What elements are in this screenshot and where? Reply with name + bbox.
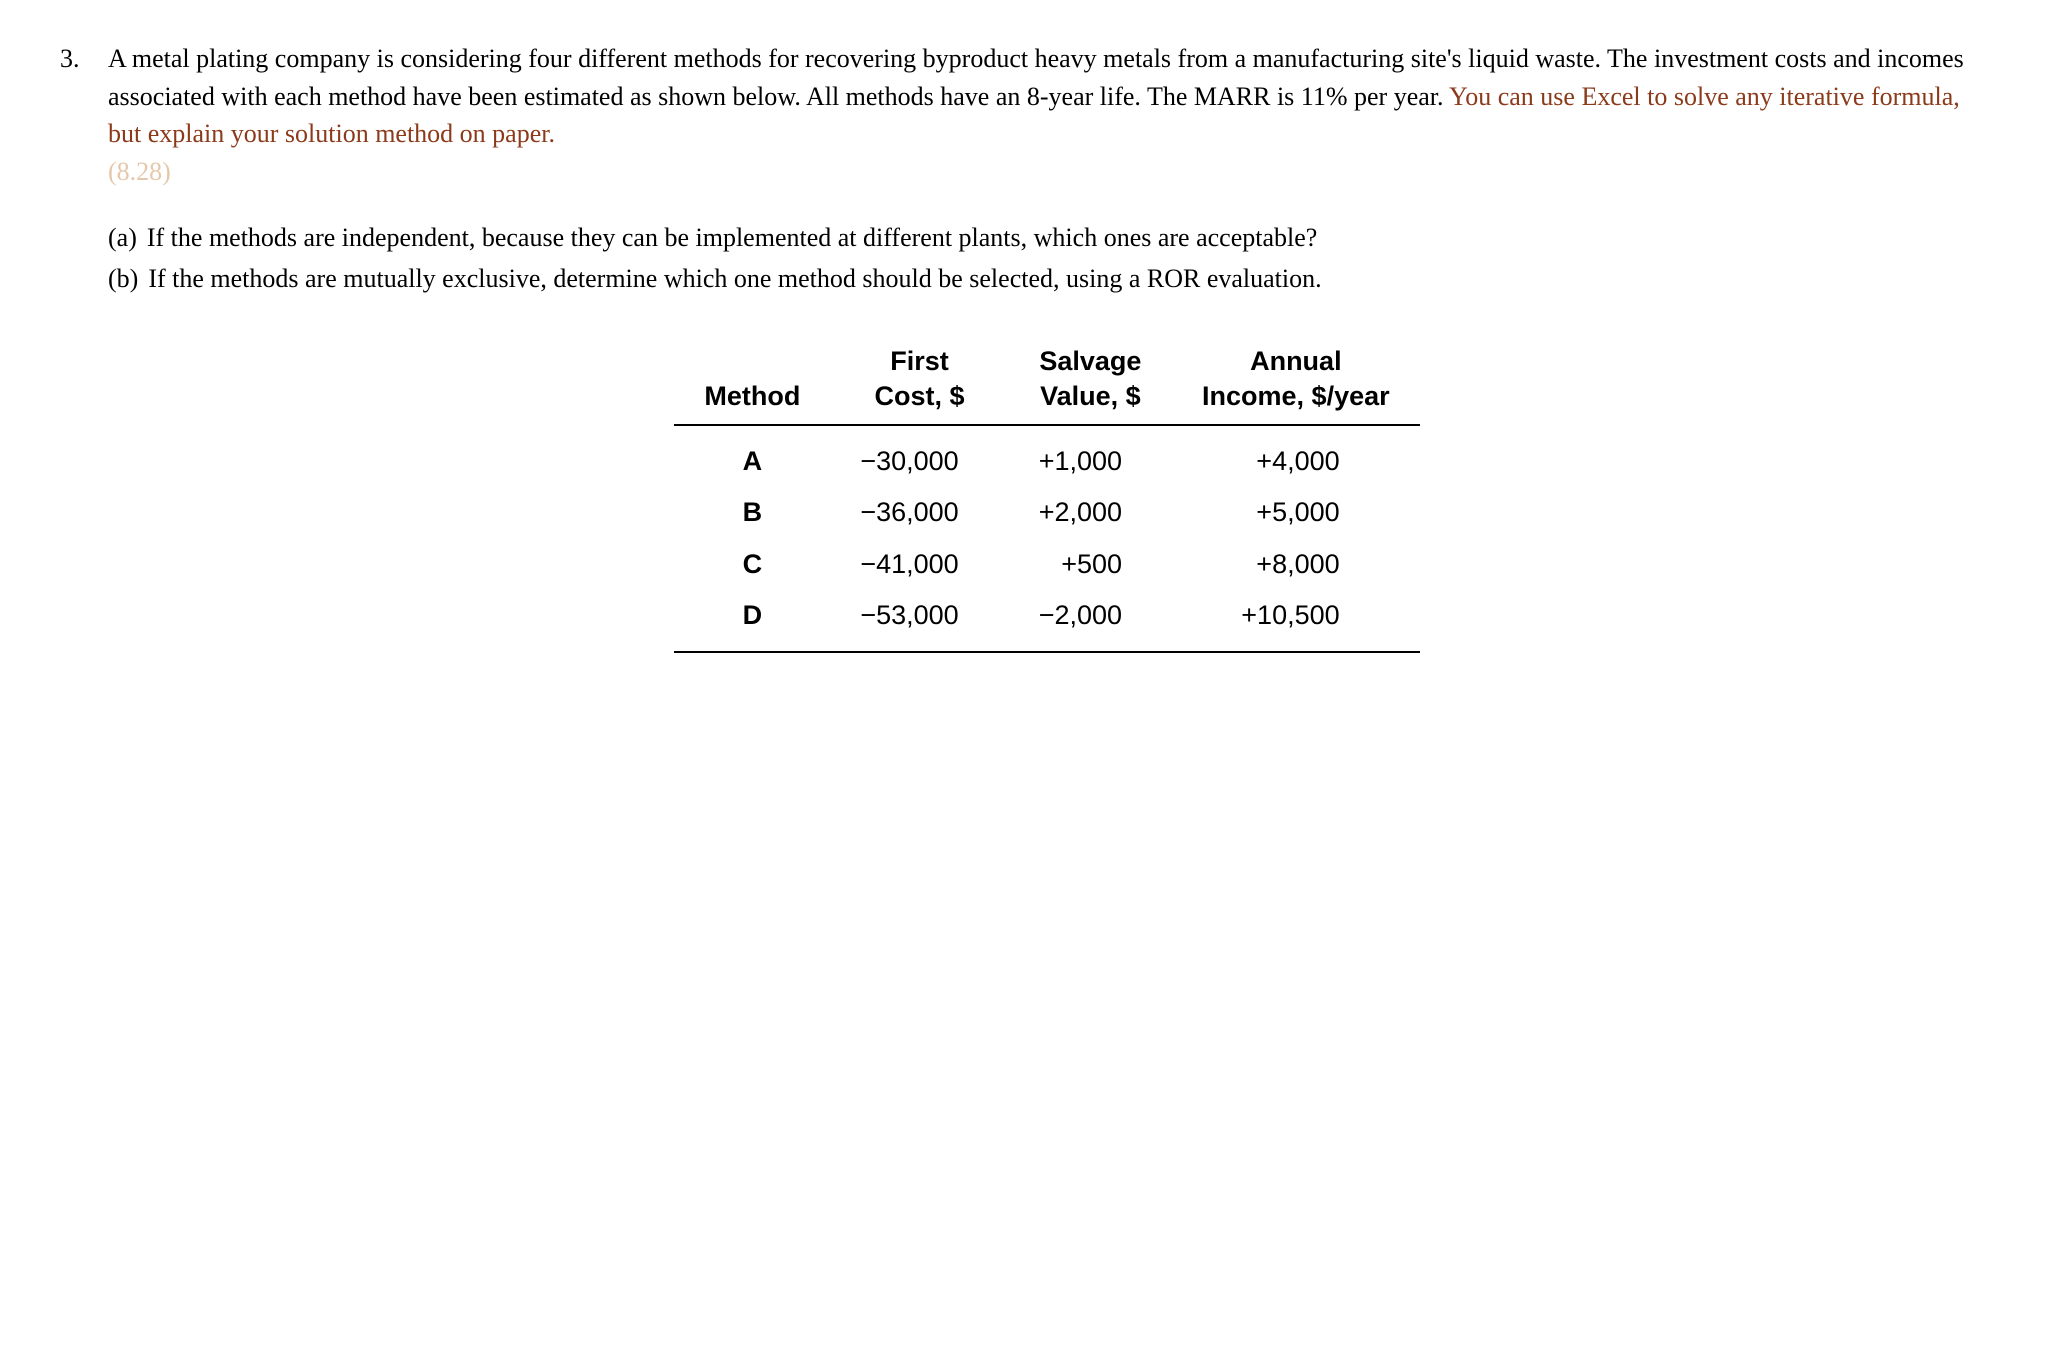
cell-method: D — [674, 590, 830, 652]
col-header-income-line1: Annual — [1250, 346, 1342, 376]
cell-income: +10,500 — [1172, 590, 1420, 652]
sub-part-a-label: (a) — [108, 219, 137, 257]
cell-salvage: +2,000 — [1009, 487, 1172, 538]
cell-income: +4,000 — [1172, 425, 1420, 487]
col-header-method-line2: Method — [704, 381, 800, 411]
table-header-row: Method First Cost, $ Salvage Value, $ An… — [674, 338, 1419, 425]
cell-salvage: +500 — [1009, 539, 1172, 590]
col-header-firstcost-line2: Cost, $ — [874, 381, 964, 411]
cell-income: +8,000 — [1172, 539, 1420, 590]
sub-parts: (a) If the methods are independent, beca… — [108, 219, 1986, 298]
problem-body: A metal plating company is considering f… — [108, 40, 1986, 653]
sub-part-b: (b) If the methods are mutually exclusiv… — [108, 260, 1986, 298]
cell-firstcost: −41,000 — [830, 539, 1008, 590]
data-table-wrapper: Method First Cost, $ Salvage Value, $ An… — [108, 338, 1986, 653]
problem-container: 3. A metal plating company is considerin… — [60, 40, 1986, 653]
methods-table: Method First Cost, $ Salvage Value, $ An… — [674, 338, 1419, 653]
sub-part-a-text: If the methods are independent, because … — [147, 219, 1986, 257]
cell-salvage: +1,000 — [1009, 425, 1172, 487]
cell-salvage: −2,000 — [1009, 590, 1172, 652]
col-header-firstcost-line1: First — [890, 346, 949, 376]
cell-firstcost: −53,000 — [830, 590, 1008, 652]
cell-firstcost: −36,000 — [830, 487, 1008, 538]
cell-income: +5,000 — [1172, 487, 1420, 538]
sub-part-b-label: (b) — [108, 260, 138, 298]
sub-part-a: (a) If the methods are independent, beca… — [108, 219, 1986, 257]
problem-number: 3. — [60, 40, 90, 653]
col-header-salvage: Salvage Value, $ — [1009, 338, 1172, 425]
sub-part-b-text: If the methods are mutually exclusive, d… — [148, 260, 1986, 298]
col-header-salvage-line1: Salvage — [1039, 346, 1141, 376]
col-header-salvage-line2: Value, $ — [1040, 381, 1141, 411]
table-row: C −41,000 +500 +8,000 — [674, 539, 1419, 590]
cell-method: B — [674, 487, 830, 538]
col-header-method: Method — [674, 338, 830, 425]
cell-method: C — [674, 539, 830, 590]
cell-method: A — [674, 425, 830, 487]
col-header-income-line2: Income, $/year — [1202, 381, 1390, 411]
faded-reference: (8.28) — [108, 157, 171, 186]
table-row: D −53,000 −2,000 +10,500 — [674, 590, 1419, 652]
cell-firstcost: −30,000 — [830, 425, 1008, 487]
table-row: A −30,000 +1,000 +4,000 — [674, 425, 1419, 487]
col-header-income: Annual Income, $/year — [1172, 338, 1420, 425]
table-row: B −36,000 +2,000 +5,000 — [674, 487, 1419, 538]
col-header-firstcost: First Cost, $ — [830, 338, 1008, 425]
problem-main-text: A metal plating company is considering f… — [108, 40, 1986, 191]
